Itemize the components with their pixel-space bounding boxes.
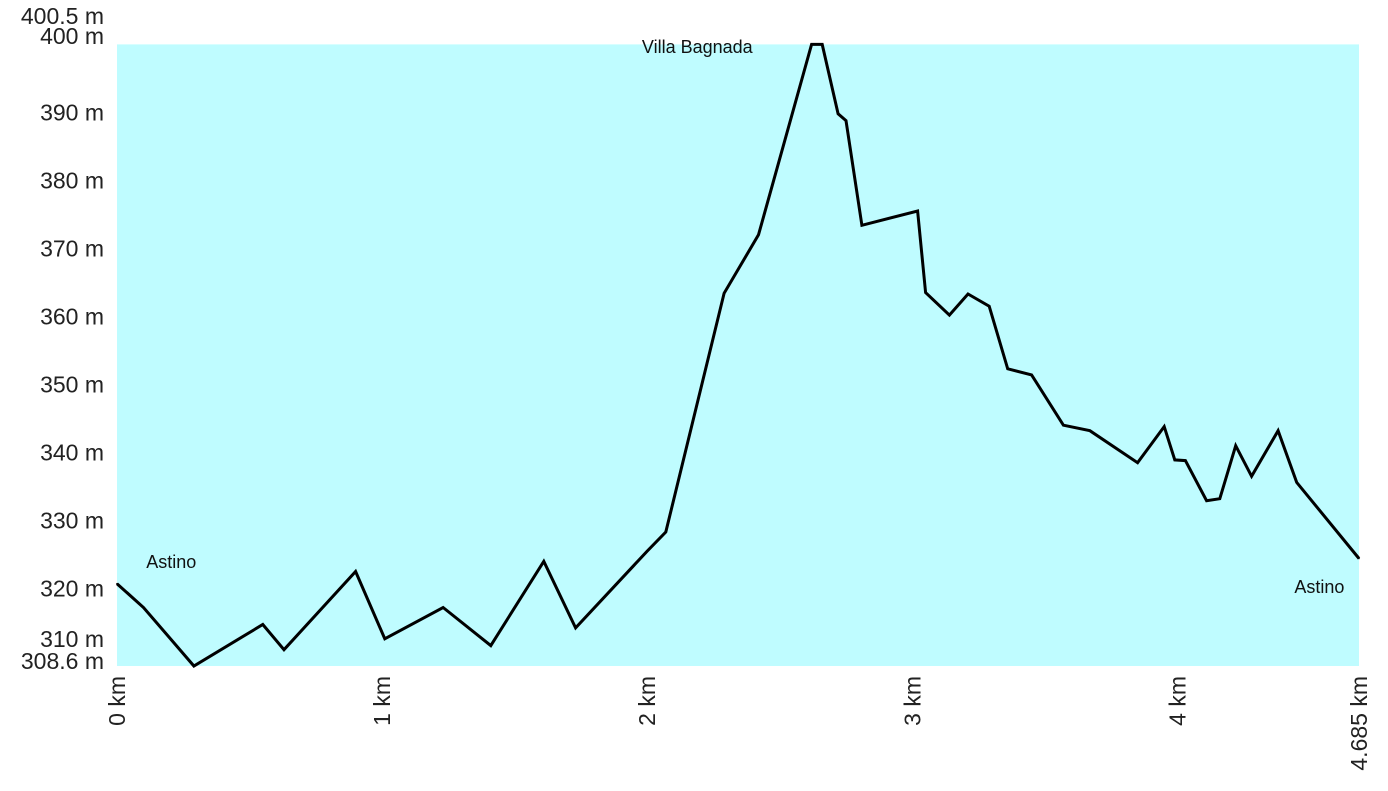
place-label: Astino bbox=[146, 552, 196, 572]
elevation-point bbox=[1062, 424, 1065, 427]
elevation-point bbox=[283, 648, 285, 651]
x-tick-label: 0 km bbox=[104, 676, 130, 726]
y-tick-label: 360 m bbox=[40, 303, 104, 329]
elevation-point bbox=[948, 314, 951, 316]
elevation-point bbox=[1174, 459, 1176, 461]
elevation-point bbox=[837, 113, 839, 115]
elevation-point bbox=[861, 224, 863, 227]
elevation-point bbox=[1250, 475, 1253, 478]
y-tick-label: 350 m bbox=[40, 371, 104, 397]
elevation-point bbox=[1205, 499, 1208, 502]
elevation-point bbox=[665, 531, 667, 533]
elevation-point bbox=[845, 119, 847, 122]
y-tick-label: 308.6 m bbox=[21, 648, 104, 674]
annotations: Astino Villa Bagnada Astino bbox=[146, 37, 1344, 597]
elevation-point bbox=[1089, 429, 1091, 432]
elevation-point bbox=[723, 292, 725, 295]
elevation-point bbox=[924, 291, 927, 294]
elevation-point bbox=[1030, 374, 1033, 376]
x-tick-label: 1 km bbox=[369, 676, 395, 726]
elevation-point bbox=[967, 293, 969, 295]
elevation-point bbox=[1219, 497, 1221, 500]
place-label: Villa Bagnada bbox=[642, 37, 754, 57]
elevation-point bbox=[1006, 368, 1009, 370]
x-axis: 0 km 1 km 2 km 3 km 4 km 4.685 km bbox=[104, 676, 1372, 771]
y-tick-label: 310 m bbox=[40, 626, 104, 652]
x-tick-label: 4.685 km bbox=[1346, 676, 1372, 771]
elevation-point bbox=[354, 570, 357, 573]
y-tick-label: 400 m bbox=[40, 23, 104, 49]
elevation-point bbox=[490, 644, 492, 647]
elevation-point bbox=[821, 43, 823, 46]
elevation-point bbox=[810, 43, 813, 46]
elevation-point bbox=[1358, 557, 1360, 560]
elevation-point bbox=[442, 606, 444, 609]
y-tick-label: 390 m bbox=[40, 99, 104, 125]
elevation-point bbox=[116, 582, 118, 585]
elevation-point bbox=[543, 560, 545, 563]
elevation-point bbox=[262, 623, 264, 626]
elevation-point bbox=[1277, 429, 1279, 432]
y-tick-label: 380 m bbox=[40, 167, 104, 193]
elevation-point bbox=[1295, 481, 1298, 484]
elevation-point bbox=[193, 665, 195, 667]
elevation-point bbox=[988, 305, 990, 308]
elevation-point bbox=[916, 210, 919, 212]
elevation-line bbox=[115, 42, 1361, 668]
place-label: Astino bbox=[1294, 577, 1344, 597]
area-layer bbox=[115, 42, 1361, 668]
y-tick-label: 400.5 m bbox=[21, 3, 104, 29]
x-tick-label: 4 km bbox=[1164, 676, 1190, 726]
elevation-point bbox=[142, 606, 145, 609]
y-tick-label: 330 m bbox=[40, 507, 104, 533]
elevation-point bbox=[384, 638, 386, 640]
x-tick-label: 3 km bbox=[899, 676, 925, 726]
elevation-point bbox=[646, 550, 648, 552]
elevation-point bbox=[1234, 444, 1237, 447]
elevation-point bbox=[1136, 461, 1139, 464]
elevation-point bbox=[1163, 425, 1165, 428]
plot-area bbox=[117, 44, 1359, 666]
x-tick-label: 2 km bbox=[634, 676, 660, 726]
elevation-point bbox=[574, 627, 577, 629]
y-tick-label: 340 m bbox=[40, 439, 104, 465]
y-tick-label: 370 m bbox=[40, 235, 104, 261]
elevation-point bbox=[757, 234, 760, 236]
elevation-point bbox=[1184, 459, 1187, 462]
y-tick-label: 320 m bbox=[40, 575, 104, 601]
